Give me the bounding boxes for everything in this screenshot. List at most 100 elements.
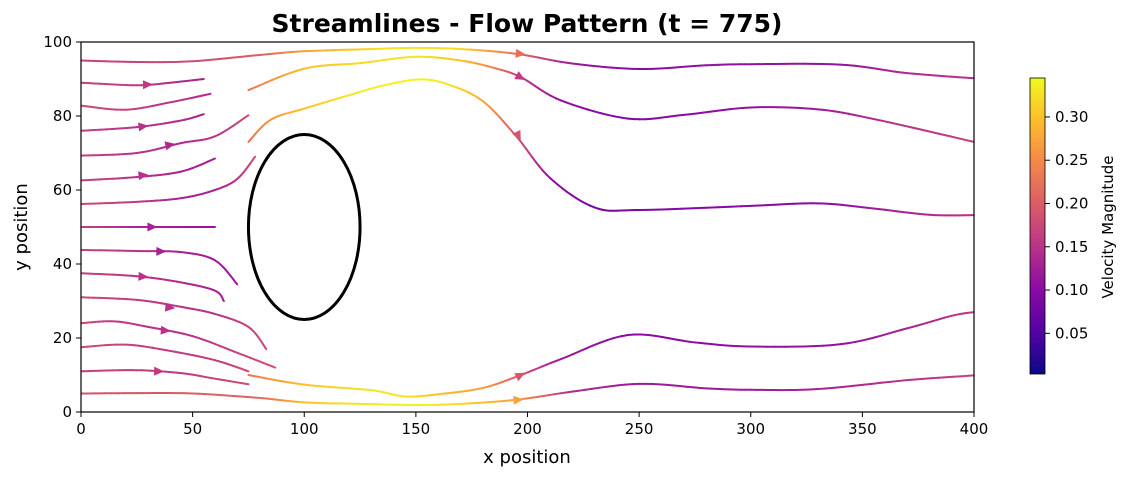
y-axis-ticks: 0 20 40 60 80 100: [43, 33, 81, 421]
colorbar-tick-label: 0.15: [1055, 238, 1088, 256]
streamline-segment: [892, 70, 902, 74]
streamline-segment: [854, 339, 864, 343]
streamline-segment: [626, 117, 635, 121]
streamline-segment: [846, 64, 856, 67]
streamline-segment: [590, 64, 600, 68]
streamline-segment: [291, 69, 300, 74]
streamline-segment: [626, 333, 636, 337]
streamline-segment: [599, 112, 609, 116]
streamline-segment: [232, 394, 242, 398]
streamline-8: [81, 157, 216, 182]
streamline-segment: [264, 346, 268, 351]
streamline-segment: [920, 73, 931, 77]
streamline-segment: [212, 157, 216, 161]
streamline-segment: [937, 132, 951, 138]
streamline-segment: [736, 106, 746, 110]
streamline-segment: [316, 384, 326, 388]
streamline-segment: [654, 334, 664, 338]
streamline-segment: [658, 383, 668, 386]
x-tick-label: 150: [402, 420, 431, 438]
streamline-segment: [693, 386, 702, 389]
streamline-segment: [571, 350, 581, 356]
streamline-segment: [926, 130, 940, 135]
streamline-segment: [886, 69, 895, 73]
y-tick-label: 100: [43, 33, 72, 51]
streamline-segment: [571, 103, 581, 108]
flow-arrow: [138, 122, 149, 132]
streamline-segment: [603, 385, 613, 388]
streamline-segment: [260, 81, 268, 86]
streamline-segment: [283, 380, 293, 384]
streamline-segment: [265, 78, 274, 84]
streamline-segment: [921, 377, 932, 380]
streamline-segment: [880, 68, 889, 72]
streamline-segment: [914, 127, 929, 133]
streamline-segment: [906, 72, 916, 75]
streamline-segment: [705, 206, 720, 209]
x-tick-label: 400: [960, 420, 989, 438]
colorbar-tick-label: 0.05: [1055, 324, 1088, 342]
streamline-segment: [929, 376, 940, 380]
streamline-segment: [232, 55, 242, 59]
streamline-segment: [606, 336, 616, 342]
streamline-segment: [613, 115, 623, 119]
flow-arrow: [156, 246, 167, 256]
streamline-segment: [676, 113, 685, 117]
streamline-segment: [865, 116, 875, 120]
streamline-14: [81, 320, 277, 369]
streamline-segment: [323, 385, 333, 389]
streamline-segment: [881, 119, 894, 125]
streamline-segment: [571, 62, 580, 66]
streamline-segment: [277, 379, 286, 383]
streamline-segment: [617, 383, 627, 387]
streamline-segment: [225, 394, 235, 397]
streamline-segment: [571, 389, 580, 393]
y-tick-label: 20: [53, 329, 72, 347]
streamline-segment: [583, 63, 593, 67]
streamline-15: [81, 343, 250, 373]
streamline-segment: [330, 386, 341, 389]
streamline-segment: [692, 206, 708, 210]
streamline-segment: [559, 355, 568, 361]
streamline-segment: [590, 386, 600, 390]
flow-arrow: [513, 395, 524, 405]
streamline-segment: [902, 124, 917, 130]
flow-arrow: [164, 141, 176, 151]
streamline-9: [81, 155, 257, 206]
flow-arrows-layer: [138, 48, 526, 405]
streamline-segment: [578, 105, 588, 111]
streamline-segment: [889, 379, 900, 383]
colorbar-tick-label: 0.20: [1055, 194, 1088, 212]
streamline-12: [81, 272, 225, 302]
streamline-segment: [881, 332, 891, 337]
streamline-segment: [585, 108, 595, 113]
streamline-segment: [839, 63, 849, 67]
flow-arrow: [138, 271, 149, 281]
streamline-segment: [846, 340, 857, 345]
streamline-segment: [211, 57, 221, 61]
streamline-segment: [673, 66, 682, 69]
streamline-segment: [271, 365, 277, 369]
streamline-segment: [296, 382, 306, 386]
streamline-segment: [591, 341, 601, 347]
colorbar-tick-label: 0.30: [1055, 108, 1088, 126]
colorbar-tick-label: 0.25: [1055, 151, 1088, 169]
streamline-segment: [290, 381, 299, 385]
streamline-segment: [253, 155, 257, 160]
flow-arrow: [147, 222, 158, 232]
streamline-segment: [966, 139, 974, 143]
streamline-segment: [207, 92, 212, 96]
streamline-segment: [687, 340, 696, 344]
streamline-segment: [303, 383, 312, 387]
streamline-segment: [620, 116, 629, 120]
x-tick-label: 200: [513, 420, 542, 438]
streamline-18: [81, 374, 974, 406]
streamline-segment: [873, 67, 883, 71]
streamline-segment: [597, 385, 606, 389]
streamline-segment: [943, 75, 954, 78]
streamline-segment: [715, 108, 725, 112]
streamline-segment: [597, 65, 606, 69]
streamline-segment: [729, 107, 739, 111]
streamline-segment: [598, 339, 609, 344]
